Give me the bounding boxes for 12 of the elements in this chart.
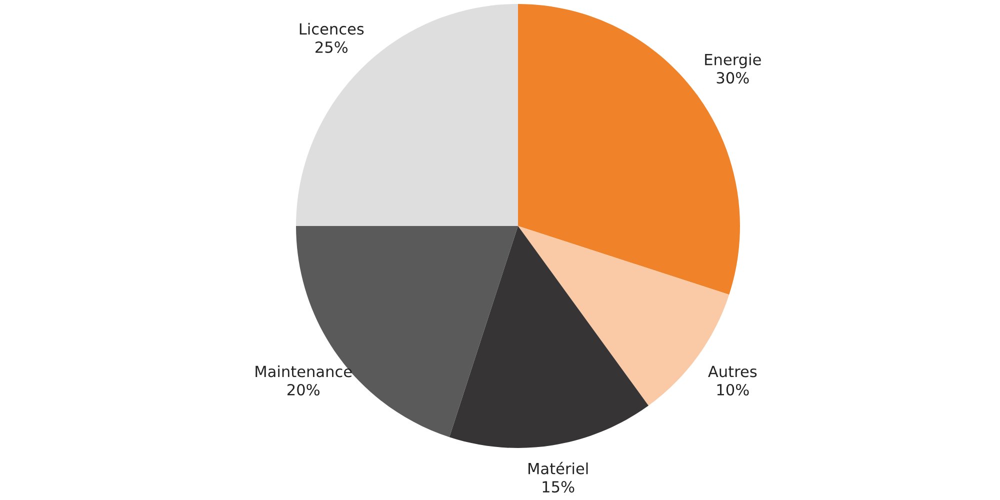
slice-label: Autres bbox=[708, 366, 757, 378]
pie-slice bbox=[296, 4, 518, 226]
pie-slice bbox=[449, 226, 648, 448]
slice-label: Maintenance bbox=[256, 365, 352, 378]
slice-label: Licences bbox=[300, 22, 364, 35]
slice-label: Matériel bbox=[528, 462, 588, 474]
data-label: 25% bbox=[316, 41, 348, 53]
data-label: 30% bbox=[716, 72, 749, 84]
data-label: 15% bbox=[542, 481, 574, 493]
data-label: 10% bbox=[717, 384, 749, 396]
data-label: 20% bbox=[287, 384, 320, 396]
slice-label: Energie bbox=[705, 54, 761, 68]
